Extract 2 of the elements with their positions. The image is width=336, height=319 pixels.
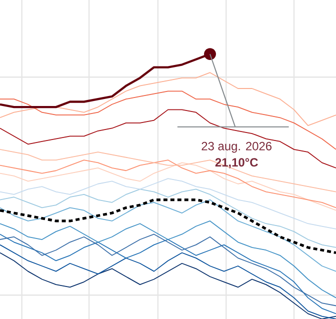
annotation: 21,10°C xyxy=(215,158,258,168)
annotation: 23 aug. 2026 xyxy=(202,142,272,153)
